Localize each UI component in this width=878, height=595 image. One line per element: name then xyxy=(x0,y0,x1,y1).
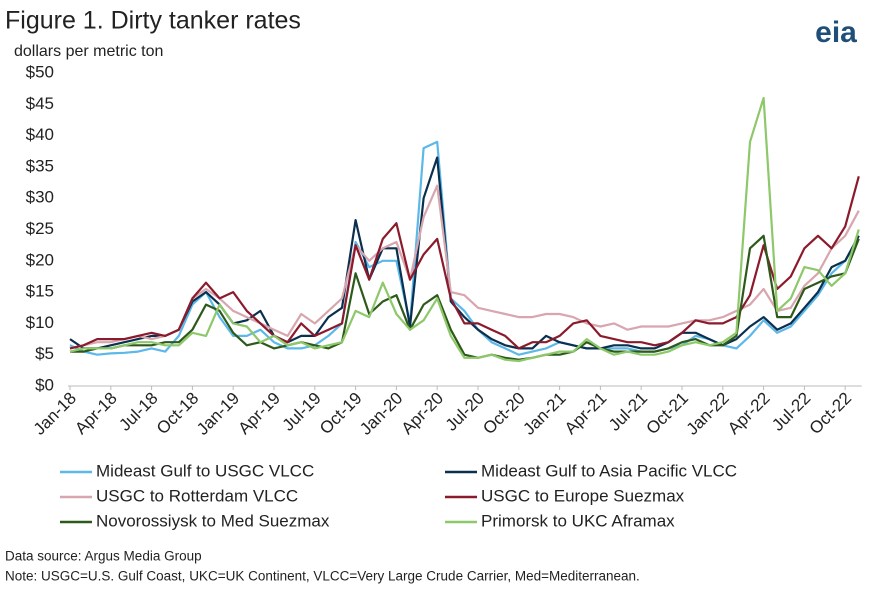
note: Note: USGC=U.S. Gulf Coast, UKC=UK Conti… xyxy=(5,569,640,584)
x-tick-label: Apr-18 xyxy=(71,389,121,439)
legend-label: Mideast Gulf to USGC VLCC xyxy=(96,461,314,480)
source: Data source: Argus Media Group xyxy=(5,549,202,564)
chart-title: Figure 1. Dirty tanker rates xyxy=(5,7,301,35)
series-line xyxy=(69,176,860,350)
x-tick-label: Oct-20 xyxy=(479,389,529,439)
x-tick-label: Jan-18 xyxy=(30,389,80,439)
series-line xyxy=(70,234,860,361)
x-tick-label: Oct-22 xyxy=(806,389,856,439)
y-tick-label: $10 xyxy=(26,313,54,332)
legend-label: Novorossiysk to Med Suezmax xyxy=(96,511,330,530)
legend-label: USGC to Europe Suezmax xyxy=(481,486,685,505)
y-tick-label: $20 xyxy=(26,250,54,269)
series-line xyxy=(69,184,860,350)
legend-label: USGC to Rotterdam VLCC xyxy=(96,486,298,505)
x-tick-label: Jan-19 xyxy=(193,389,243,439)
x-tick-label: Apr-20 xyxy=(398,389,448,439)
y-tick-label: $5 xyxy=(35,344,54,363)
x-tick-label: Jan-20 xyxy=(356,389,406,439)
x-tick-label: Oct-21 xyxy=(642,389,692,439)
logo: eia xyxy=(815,16,857,49)
x-tick-label: Oct-19 xyxy=(316,389,366,439)
y-tick-label: $25 xyxy=(26,219,54,238)
series-line xyxy=(69,156,860,350)
x-tick-label: Jan-22 xyxy=(683,389,733,439)
y-tick-label: $15 xyxy=(26,282,54,301)
x-tick-label: Apr-22 xyxy=(724,389,774,439)
legend-label: Mideast Gulf to Asia Pacific VLCC xyxy=(481,461,737,480)
y-tick-label: $45 xyxy=(26,94,54,113)
x-tick-label: Oct-18 xyxy=(153,389,203,439)
x-tick-label: Jan-21 xyxy=(519,389,569,439)
x-tick-label: Apr-19 xyxy=(234,389,284,439)
y-tick-label: $40 xyxy=(26,125,54,144)
legend-label: Primorsk to UKC Aframax xyxy=(481,511,675,530)
chart-subtitle: dollars per metric ton xyxy=(14,43,163,60)
y-tick-label: $50 xyxy=(26,62,54,81)
y-tick-label: $0 xyxy=(35,375,54,394)
y-tick-label: $35 xyxy=(26,156,54,175)
y-tick-label: $30 xyxy=(26,188,54,207)
x-tick-label: Apr-21 xyxy=(561,389,611,439)
series-line xyxy=(69,96,860,363)
